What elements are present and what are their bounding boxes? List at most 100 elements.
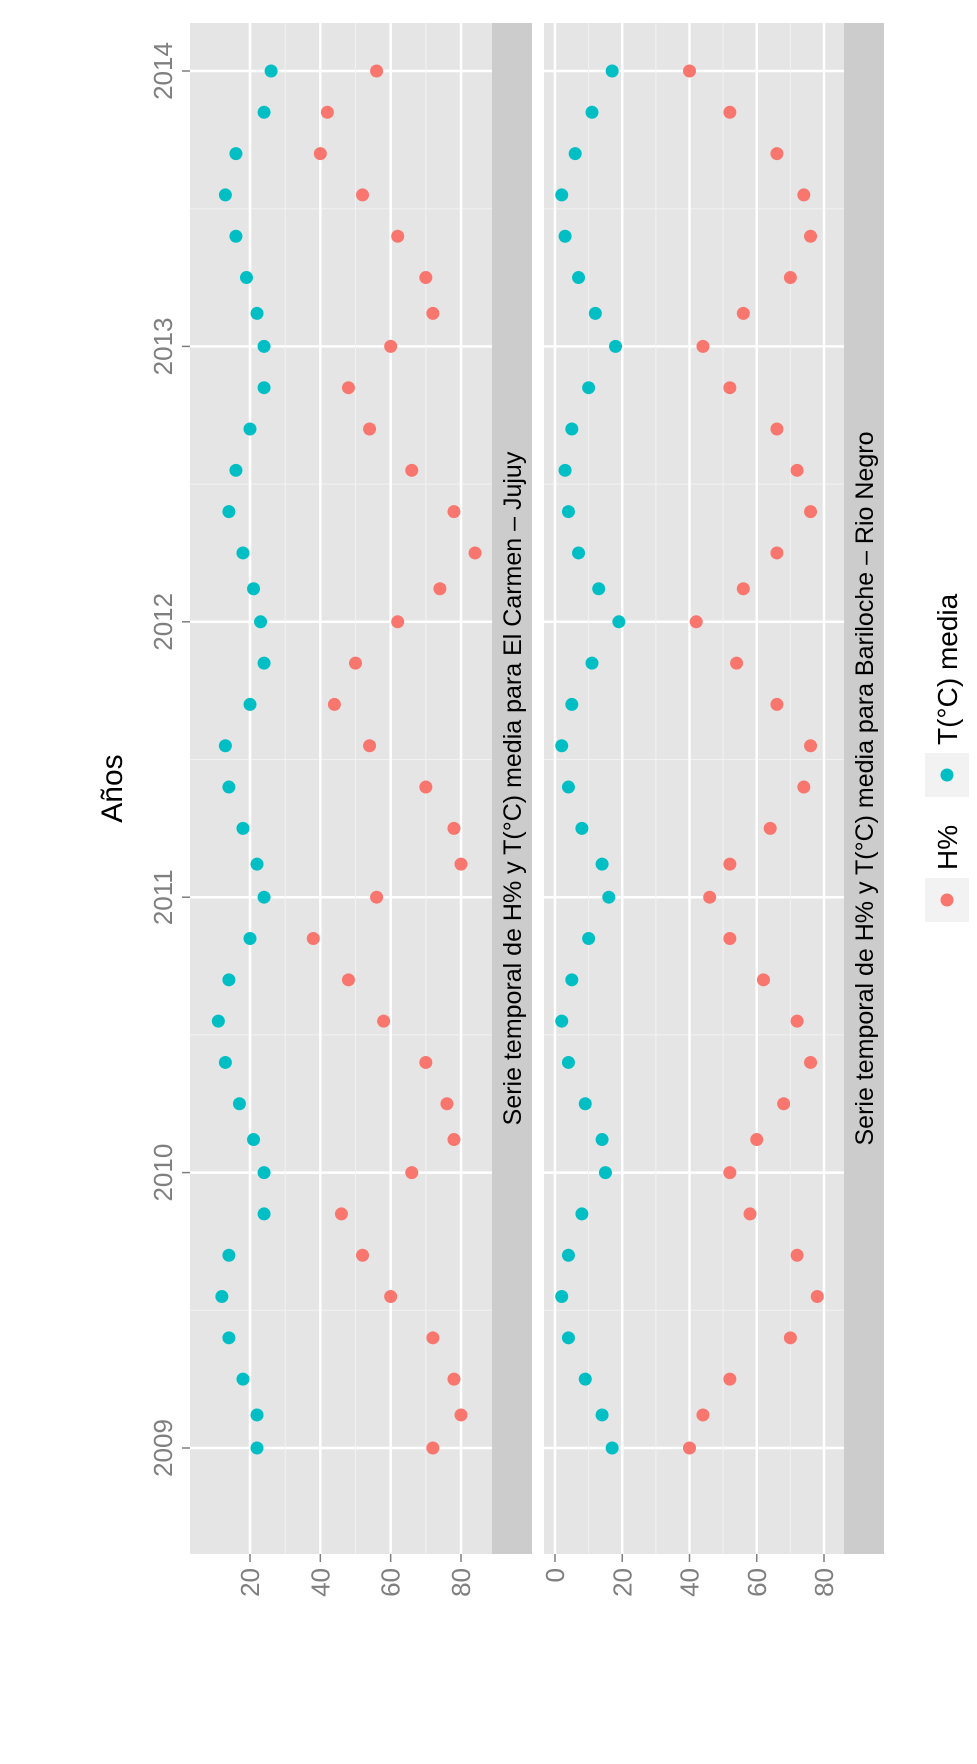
point-humidity: [777, 1097, 791, 1111]
x-tick-label: 2013: [148, 317, 178, 375]
point-temperature: [229, 147, 243, 161]
point-temperature: [612, 615, 626, 629]
point-humidity: [440, 1097, 454, 1111]
point-temperature: [222, 973, 236, 987]
point-temperature: [575, 821, 589, 835]
point-humidity: [696, 1408, 710, 1422]
point-temperature: [222, 505, 236, 519]
point-humidity: [804, 739, 818, 753]
point-humidity: [320, 105, 334, 119]
point-temperature: [598, 1166, 612, 1180]
point-temperature: [211, 1014, 225, 1028]
point-humidity: [723, 932, 737, 946]
point-humidity: [770, 546, 784, 560]
point-temperature: [561, 1331, 575, 1345]
point-temperature: [229, 463, 243, 477]
point-humidity: [447, 1372, 461, 1386]
point-humidity: [783, 1331, 797, 1345]
point-humidity: [770, 697, 784, 711]
point-humidity: [804, 1055, 818, 1069]
point-temperature: [555, 1014, 569, 1028]
y-tick-label: 80: [446, 1568, 476, 1597]
point-temperature: [215, 1290, 229, 1304]
point-humidity: [703, 890, 717, 904]
y-tick-label: 80: [809, 1568, 839, 1597]
point-temperature: [588, 306, 602, 320]
y-tick-label: 40: [305, 1568, 335, 1597]
point-temperature: [243, 932, 257, 946]
point-humidity: [363, 422, 377, 436]
point-temperature: [561, 1248, 575, 1262]
point-humidity: [419, 780, 433, 794]
point-temperature: [582, 381, 596, 395]
point-temperature: [218, 1055, 232, 1069]
panel-1-strip: [844, 23, 884, 1554]
point-humidity: [770, 422, 784, 436]
point-temperature: [257, 339, 271, 353]
panel-1-points: [555, 64, 824, 1455]
point-humidity: [756, 973, 770, 987]
legend-key-humidity: [940, 893, 954, 907]
point-temperature: [250, 1441, 264, 1455]
point-temperature: [222, 780, 236, 794]
point-temperature: [222, 1331, 236, 1345]
point-humidity: [391, 615, 405, 629]
point-humidity: [327, 697, 341, 711]
point-temperature: [592, 582, 606, 596]
point-temperature: [575, 1207, 589, 1221]
point-humidity: [723, 105, 737, 119]
point-humidity: [683, 1441, 696, 1455]
point-humidity: [750, 1133, 764, 1147]
point-humidity: [356, 1248, 370, 1262]
point-temperature: [257, 105, 271, 119]
legend-label-temperature: T(°C) media: [932, 593, 963, 745]
point-humidity: [363, 739, 377, 753]
legend-label-humidity: H%: [932, 825, 963, 870]
point-humidity: [426, 1331, 440, 1345]
point-humidity: [426, 1441, 440, 1455]
panel-2-points: [211, 64, 482, 1455]
point-humidity: [783, 271, 797, 285]
x-tick-label: 2014: [148, 42, 178, 100]
point-temperature: [218, 188, 232, 202]
point-humidity: [377, 1014, 391, 1028]
point-temperature: [264, 64, 278, 78]
point-temperature: [609, 339, 623, 353]
point-temperature: [232, 1097, 246, 1111]
point-humidity: [797, 780, 811, 794]
point-temperature: [605, 64, 619, 78]
legend-items: H% T(°C) media: [925, 593, 969, 922]
point-humidity: [683, 64, 696, 78]
point-temperature: [582, 932, 596, 946]
x-tick-label: 2009: [148, 1419, 178, 1477]
point-temperature: [229, 229, 243, 243]
point-temperature: [243, 422, 257, 436]
point-temperature: [558, 229, 572, 243]
point-temperature: [602, 890, 616, 904]
point-temperature: [578, 1372, 592, 1386]
point-humidity: [736, 306, 750, 320]
point-humidity: [447, 505, 461, 519]
point-temperature: [243, 697, 257, 711]
point-temperature: [250, 857, 264, 871]
panel-2-strip: [492, 23, 532, 1554]
point-humidity: [730, 656, 744, 670]
point-humidity: [370, 890, 384, 904]
panel-2-y-ticks: 20 40 60 80: [235, 1554, 476, 1597]
x-tick-label: 2010: [148, 1144, 178, 1202]
point-temperature: [555, 739, 569, 753]
point-temperature: [250, 306, 264, 320]
legend-key-temperature: [940, 768, 954, 782]
point-temperature: [257, 890, 271, 904]
point-humidity: [790, 1248, 804, 1262]
point-temperature: [605, 1441, 619, 1455]
point-humidity: [804, 505, 818, 519]
point-temperature: [247, 582, 261, 596]
point-temperature: [585, 105, 599, 119]
panel-1-gridlines: [544, 23, 844, 1554]
point-humidity: [419, 271, 433, 285]
point-humidity: [313, 147, 327, 161]
point-temperature: [236, 546, 250, 560]
